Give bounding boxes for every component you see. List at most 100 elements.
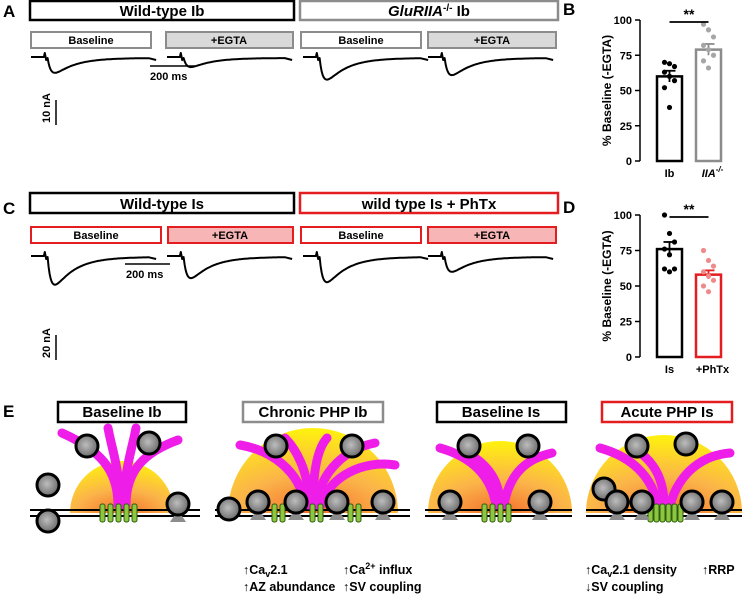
cav-channel [279,503,286,523]
data-point [710,277,717,283]
condition-label: +EGTA [474,230,510,242]
note-chronic-sv: ↑SV coupling [343,580,421,594]
data-point [671,78,678,84]
cav-channel [671,503,678,523]
note-chronic-cav: ↑Cav2.1 [243,563,288,579]
group-box [28,191,296,215]
category-label: Ib [665,168,675,180]
synaptic-vesicle [339,433,365,459]
category-label: Is [665,364,674,376]
panel-c-traces [31,251,554,286]
synaptic-vesicle [136,430,162,456]
epsc-trace-c-4 [428,251,554,273]
docked-vesicle [709,489,735,515]
title-baseline-is: Baseline Is [462,404,540,421]
panel-d-chart: 0 25 50 75 100% Baseline (-EGTA) ** Is +PhTx [600,201,730,376]
condition-box-egta [427,31,557,49]
panel-a-group-gluriia-ib: GluRIIA-/- Ib [298,0,560,22]
y-tick-label: 75 [620,246,632,258]
title-box [56,400,188,424]
cav-channel [99,503,106,523]
synaptic-vesicle [515,433,541,459]
note-chronic-az: ↑AZ abundance [243,580,335,594]
data-point [710,34,717,40]
panel-e-titles: Baseline Ib Chronic PHP Ib Baseline Is A… [56,400,734,424]
synaptic-vesicle [456,433,482,459]
condition-box-egta [165,31,294,49]
tbar-filament [595,443,663,510]
amp-scale-label: 20 nA [41,328,53,358]
synaptic-vesicle [624,433,650,459]
cav-channel [653,503,660,523]
tbar-filament [435,443,501,510]
cav-channel [123,503,130,523]
docked-vesicle [629,489,655,515]
title-chronic-php-ib: Chronic PHP Ib [259,404,368,421]
title-baseline-ib: Baseline Ib [82,404,161,421]
cav-channel [505,503,512,523]
up-arrow-icon: ↑ [343,580,349,594]
panel-e-schematics [30,423,742,534]
data-point [666,104,673,111]
y-tick-label: 50 [620,281,632,293]
up-arrow-icon: ↑ [343,563,349,577]
up-arrow-icon: ↑ [585,563,591,577]
tbar-filament [665,448,735,510]
note-acute-sv: ↓SV coupling [585,580,663,594]
cav-channel [309,503,316,523]
epsc-trace-a-3 [303,52,429,81]
synaptic-vesicle [35,508,61,534]
data-point [700,21,707,27]
data-point [705,47,712,53]
data-point [661,69,668,75]
note-chronic-ca-influx: ↑Ca2+ influx [343,561,412,577]
group-box [28,0,296,22]
down-arrow-icon: ↓ [585,580,591,594]
data-point [666,230,673,237]
panel-e-notes: ↑Cav2.1 ↑AZ abundance ↑Ca2+ influx ↑SV c… [243,561,735,594]
y-tick-label: 0 [626,156,632,168]
title-box [241,400,385,424]
condition-label: +EGTA [212,230,248,242]
up-arrow-icon: ↑ [243,580,249,594]
title-acute-php-is: Acute PHP Is [620,404,713,421]
tbar-filament [121,435,183,510]
epsc-trace-c-3 [303,251,429,284]
cav-channel [115,503,122,523]
data-point [705,27,712,33]
data-point [700,42,707,48]
panel-c-condition-boxes: Baseline +EGTA Baseline +EGTA [30,226,557,244]
condition-label: Baseline [68,35,113,47]
data-point [700,283,707,289]
data-point [666,73,673,79]
cav-channel [107,503,114,523]
category-label: IIA-/- [702,165,724,180]
data-point [705,65,712,71]
tbar-filament [312,438,380,510]
panel-label-e: E [3,402,14,421]
tbar-filament [316,459,400,510]
synaptic-vesicle [263,433,289,459]
up-arrow-icon: ↑ [243,563,249,577]
significance-stars: ** [684,201,695,217]
panel-b-chart: 0 25 50 75 100% Baseline (-EGTA) ** Ib IIA-/- [600,6,724,180]
data-point [710,263,717,269]
condition-label: Baseline [338,230,383,242]
data-point [666,61,673,67]
panel-a-scalebars: 200 ms 10 nA [41,65,195,125]
y-tick-label: 25 [620,121,632,133]
group-title: wild type Is + PhTx [361,196,497,213]
data-point [671,239,678,245]
data-point [661,246,668,252]
y-tick-label: 75 [620,50,632,62]
significance-stars: ** [684,6,695,22]
data-point [710,52,717,58]
synaptic-vesicle [74,433,100,459]
synaptic-vesicle [35,472,61,498]
condition-box-baseline [30,226,162,244]
title-box [435,400,568,424]
data-point [661,212,668,218]
epsc-trace-a-2 [167,52,293,69]
epsc-trace-c-2 [167,251,293,280]
